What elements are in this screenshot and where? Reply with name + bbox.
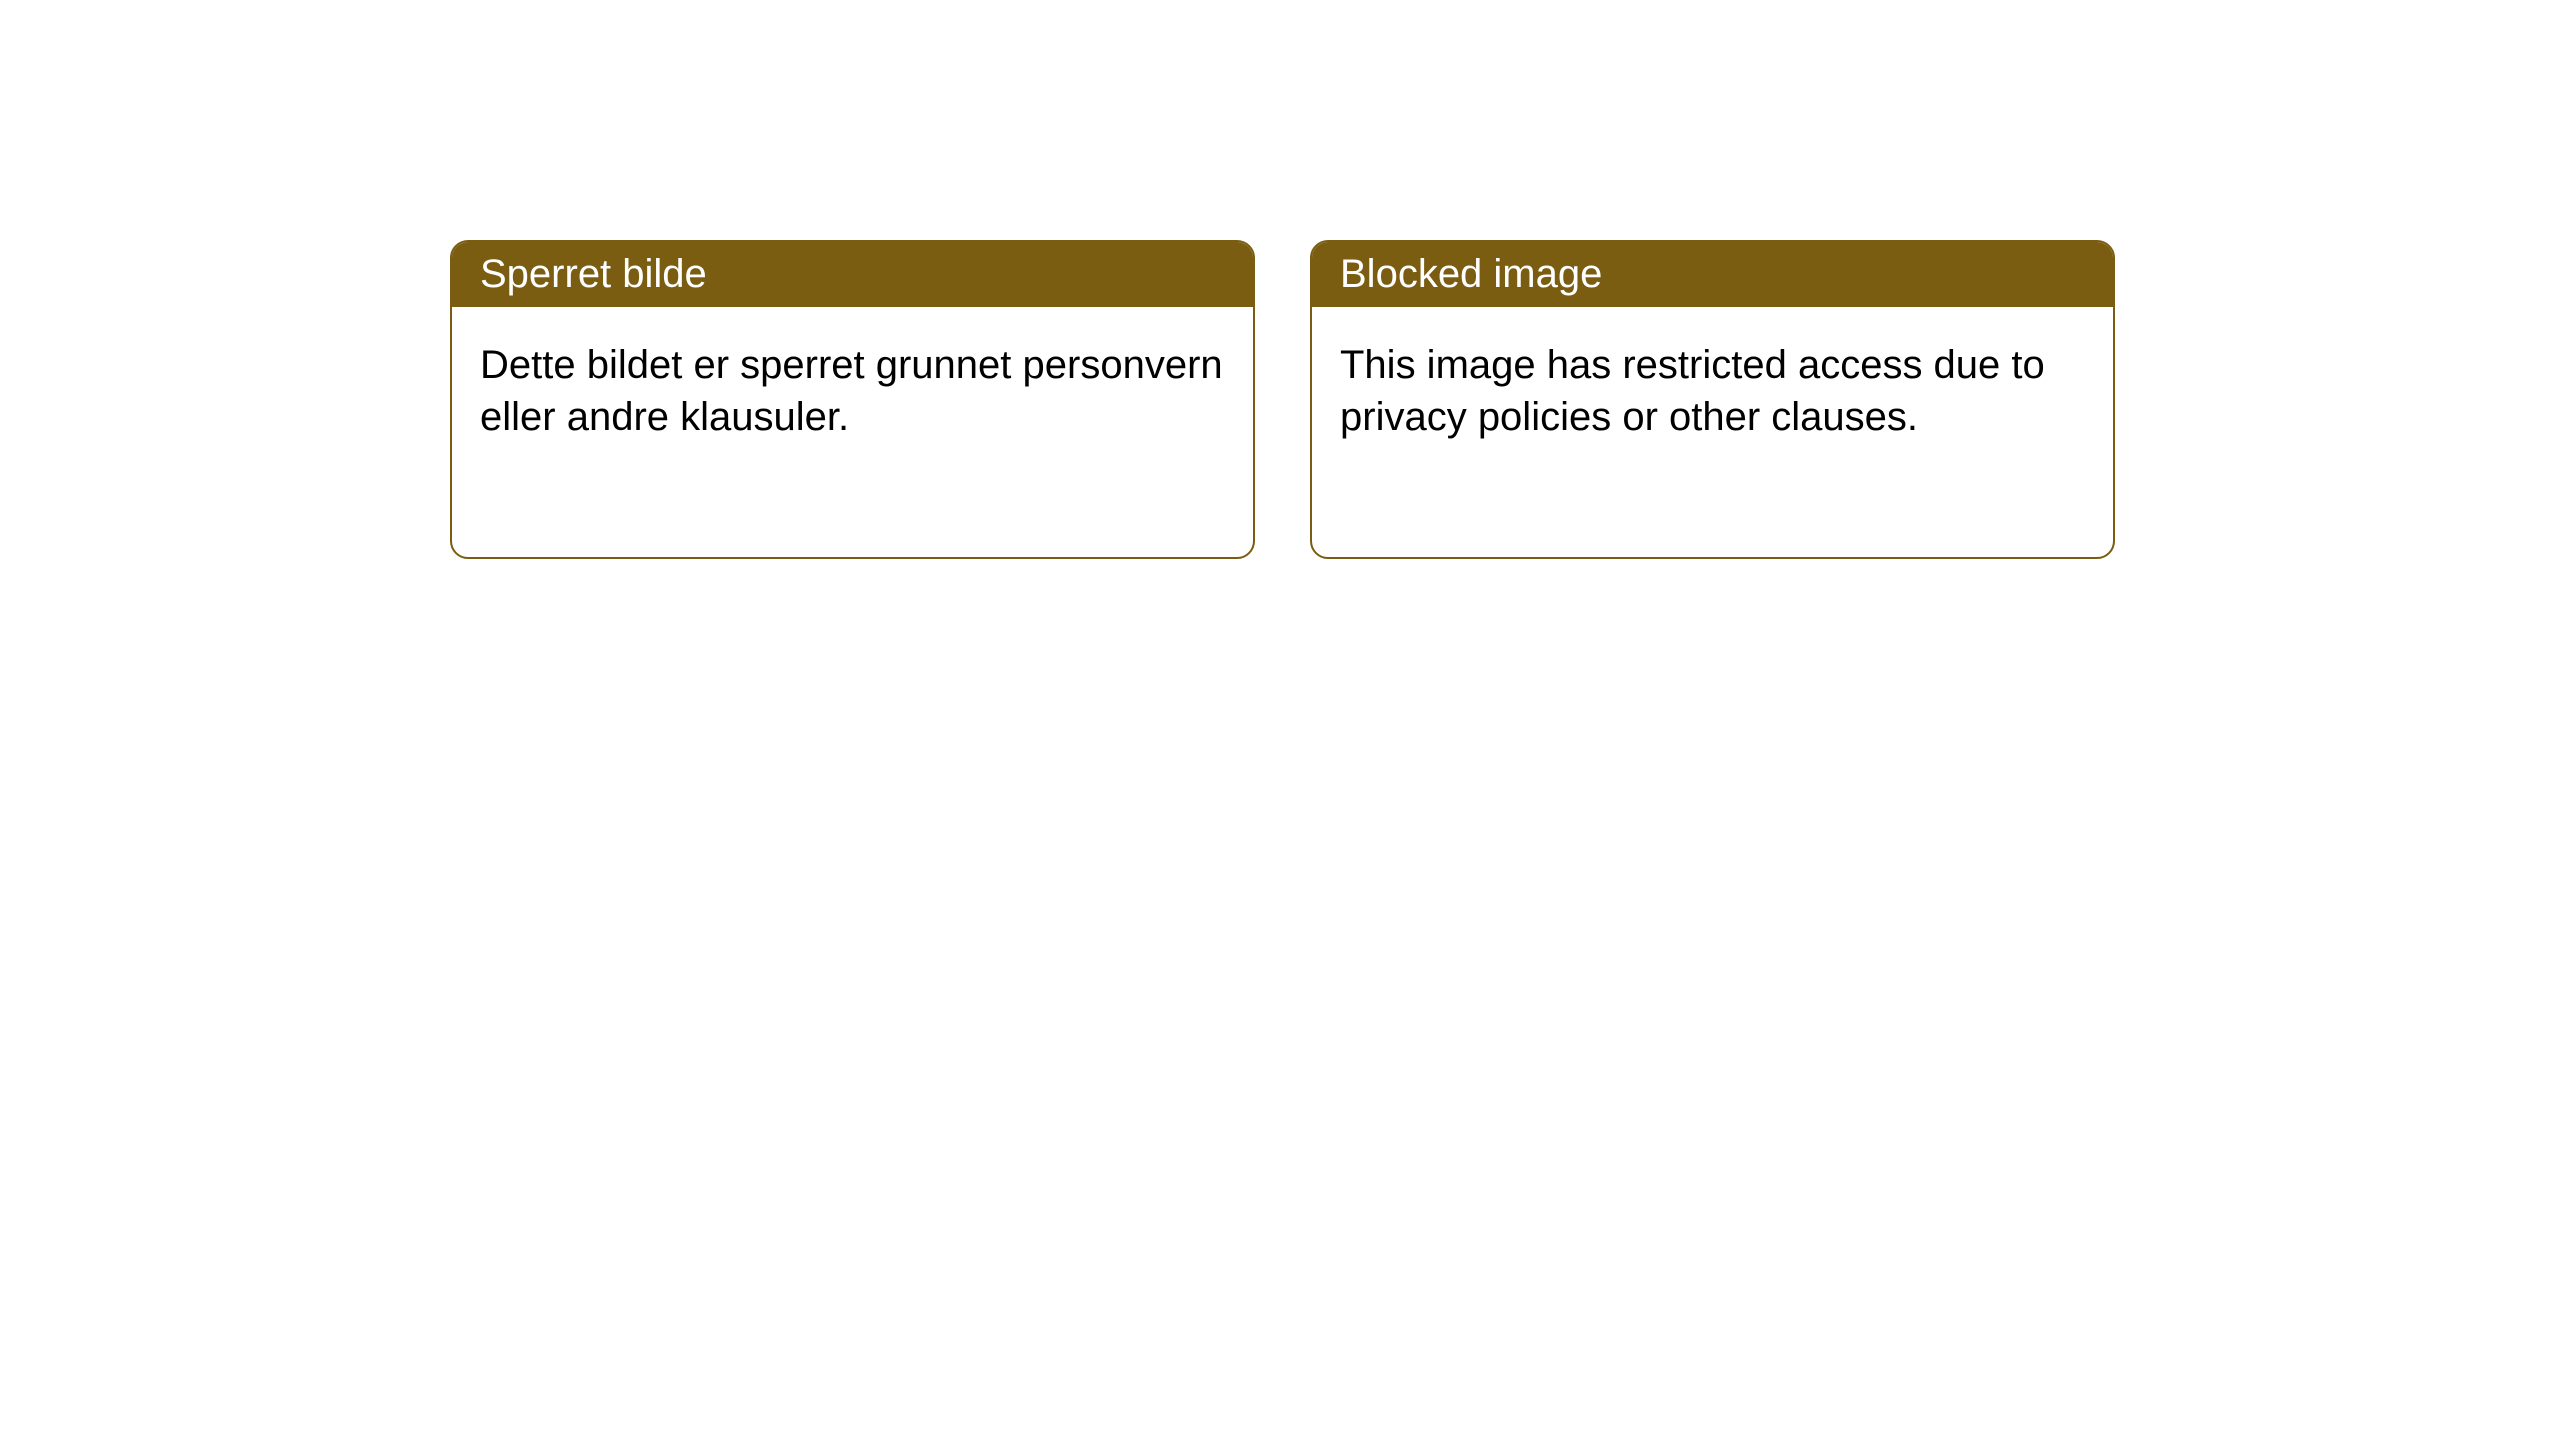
notice-body-text: This image has restricted access due to … [1340,343,2045,439]
notice-header: Blocked image [1312,242,2113,307]
notice-body: This image has restricted access due to … [1312,307,2113,557]
notice-body-text: Dette bildet er sperret grunnet personve… [480,343,1223,439]
notice-title: Blocked image [1340,252,1602,296]
notice-title: Sperret bilde [480,252,707,296]
notice-header: Sperret bilde [452,242,1253,307]
notice-card-english: Blocked image This image has restricted … [1310,240,2115,559]
notice-container: Sperret bilde Dette bildet er sperret gr… [450,240,2115,559]
notice-card-norwegian: Sperret bilde Dette bildet er sperret gr… [450,240,1255,559]
notice-body: Dette bildet er sperret grunnet personve… [452,307,1253,557]
